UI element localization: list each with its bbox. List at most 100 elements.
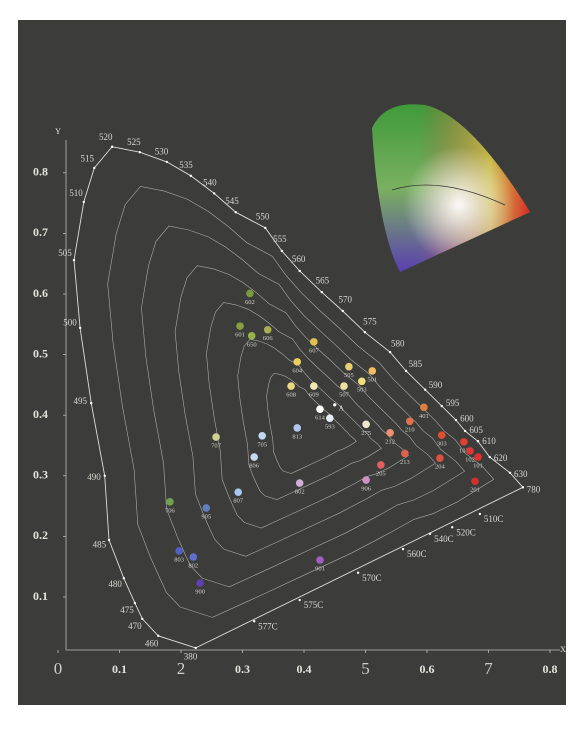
- locus-point: [82, 200, 86, 204]
- locus-point: [213, 192, 216, 195]
- x-tick-label: 0.6: [420, 662, 435, 676]
- sample-label: 602: [245, 299, 255, 306]
- locus-point: [280, 249, 284, 253]
- sample-dot: [362, 420, 370, 429]
- locus-point: [264, 226, 267, 230]
- sample-dot: [246, 289, 254, 298]
- sample-dot: [471, 477, 479, 486]
- sample-label: 204: [435, 464, 446, 471]
- locus-point: [133, 601, 137, 605]
- sample-label: 650: [247, 341, 257, 348]
- sample-label: 501: [367, 376, 377, 383]
- y-tick-label: 0.5: [33, 346, 48, 360]
- sample-dot: [202, 504, 211, 512]
- y-tick-label: 0.4: [33, 407, 48, 421]
- y-tick-label: 0.2: [33, 528, 48, 542]
- contour: [107, 186, 495, 618]
- purple-point: [356, 571, 360, 574]
- y-axis-label: Y: [55, 127, 61, 136]
- sample-dot: [236, 322, 244, 330]
- locus-point: [72, 258, 76, 262]
- sample-dot: [263, 325, 272, 334]
- sample-dot: [345, 362, 353, 371]
- sample-label: 213: [400, 459, 410, 466]
- wavelength-label: 490: [87, 472, 101, 482]
- locus-point: [341, 309, 344, 313]
- wavelength-label: 480: [108, 579, 122, 589]
- wavelength-label: 535: [179, 160, 193, 170]
- locus-point: [298, 269, 301, 273]
- sample-dot: [405, 417, 414, 426]
- sample-label: 609: [309, 392, 319, 399]
- sample-dot: [250, 453, 258, 461]
- locus-point: [508, 471, 512, 474]
- sample-label: 706: [165, 507, 176, 514]
- locus-point: [423, 388, 427, 391]
- wavelength-label: 585: [409, 359, 423, 369]
- wavelength-label: 600: [460, 413, 474, 423]
- purple-point: [428, 532, 432, 536]
- locus-point: [189, 174, 193, 178]
- purple-label: 570C: [362, 573, 382, 583]
- locus-point: [320, 290, 324, 294]
- locus-point: [103, 474, 106, 477]
- wavelength-label: 495: [74, 396, 88, 406]
- wavelength-label: 530: [155, 146, 169, 156]
- wavelength-label: 780: [527, 484, 541, 494]
- sample-label: 906: [361, 486, 372, 493]
- locus-point: [122, 577, 126, 580]
- wavelength-label: 630: [514, 469, 528, 479]
- locus-point: [165, 160, 169, 164]
- sample-dot: [310, 338, 318, 346]
- sample-label: 604: [292, 367, 303, 374]
- sample-label: 707: [211, 443, 222, 450]
- y-tick-label: 0.7: [33, 225, 48, 239]
- wavelength-label: 620: [494, 453, 508, 463]
- purple-point: [451, 526, 454, 529]
- sample-dot: [234, 488, 242, 496]
- wavelength-label: 510: [69, 188, 83, 198]
- sample-dot: [358, 377, 366, 386]
- sample-label: 275: [361, 430, 371, 437]
- sample-label: 507: [339, 392, 350, 399]
- locus-point: [78, 326, 82, 330]
- locus-point: [521, 486, 525, 489]
- y-tick-label: 0.8: [33, 165, 48, 179]
- wavelength-label: 505: [58, 248, 72, 258]
- contour: [206, 302, 409, 529]
- white-point-label: A: [339, 405, 344, 413]
- sample-label: 201: [470, 487, 480, 494]
- sample-dot: [436, 454, 444, 463]
- sample-label: 103: [459, 447, 469, 454]
- sample-label: 210: [405, 427, 415, 434]
- locus-point: [110, 145, 114, 148]
- sample-label: 607: [309, 347, 320, 354]
- wavelength-label: 595: [446, 398, 460, 408]
- purple-label: 575C: [304, 600, 324, 610]
- sample-dot: [368, 367, 377, 375]
- wavelength-label: 555: [273, 234, 287, 244]
- x-tick-label: 2: [177, 659, 186, 678]
- sample-label: 905: [201, 513, 211, 520]
- sample-dot: [340, 382, 348, 390]
- sample-label: 806: [249, 462, 260, 469]
- background: [18, 20, 566, 705]
- sample-label: 101: [473, 462, 483, 469]
- sample-dot: [310, 382, 318, 390]
- contour: [266, 372, 357, 474]
- sample-label: 813: [292, 433, 302, 440]
- wavelength-label: 545: [225, 196, 239, 206]
- sample-label: 807: [233, 498, 244, 505]
- x-tick-label: 5: [361, 659, 370, 678]
- y-tick-label: 0.6: [33, 286, 48, 300]
- locus-point: [107, 538, 111, 542]
- sample-label: 593: [325, 424, 335, 431]
- sample-dot: [460, 438, 468, 446]
- wavelength-label: 580: [391, 338, 405, 348]
- sample-dot: [293, 424, 302, 432]
- wavelength-label: 475: [120, 605, 134, 615]
- sample-dot: [386, 428, 394, 437]
- sample-dot: [316, 405, 324, 413]
- y-tick-label: 0.1: [33, 589, 48, 603]
